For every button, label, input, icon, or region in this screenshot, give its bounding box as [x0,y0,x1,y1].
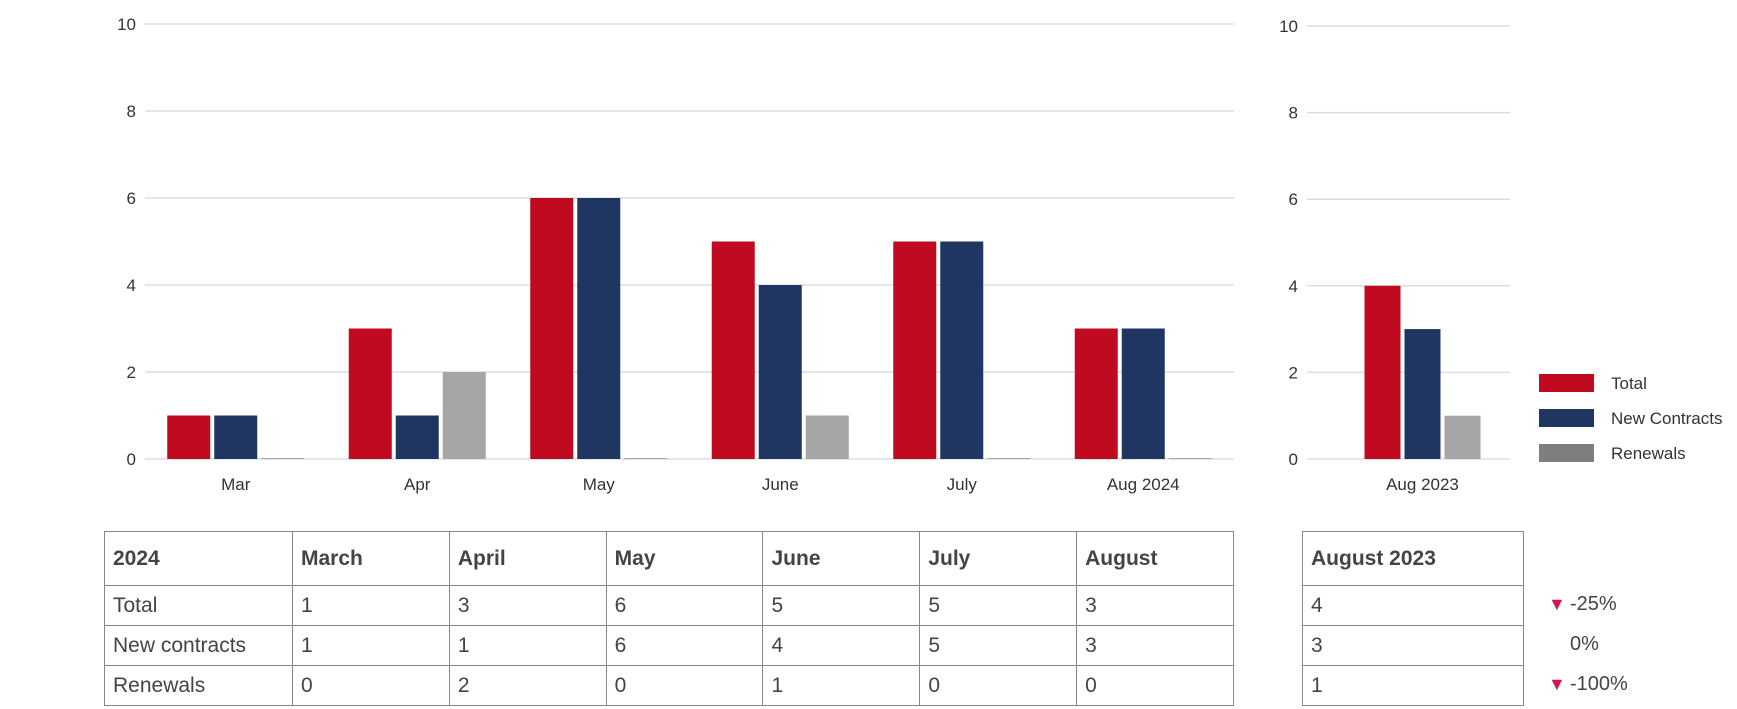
table-row: 4 [1302,585,1524,626]
table-cell: 6 [605,585,764,626]
x-tick-label: Apr [404,475,431,494]
header-july: July [919,531,1078,586]
table-cell: 3 [448,585,607,626]
table-row: 3 [1302,625,1524,666]
bar-new-contracts [940,241,984,459]
legend-label: Renewals [1611,444,1686,463]
legend-swatch [1539,409,1594,427]
table-cell: 1 [1302,665,1524,706]
change-column: ▼ -25% ▼ 0% ▼ -100% [1548,584,1728,704]
bar-new-contracts [1404,329,1441,459]
table-cell: 1 [292,585,450,626]
y-tick-label: 4 [1289,277,1298,296]
change-value: -100% [1570,672,1628,695]
table-cell: 1 [448,625,607,666]
y-tick-label: 4 [127,276,136,295]
change-item: ▼ 0% [1548,624,1728,664]
row-label: New contracts [104,625,293,666]
y-tick-label: 2 [127,363,136,382]
y-tick-label: 0 [1289,450,1298,469]
table-row: 1 [1302,665,1524,706]
header-april: April [448,531,607,586]
bar-total [1074,328,1118,459]
x-tick-label: July [947,475,978,494]
bar-new-contracts [395,415,439,459]
header-march: March [292,531,450,586]
change-value: -25% [1570,592,1617,615]
table-cell: 5 [762,585,921,626]
bar-renewals [624,458,668,459]
bar-total [348,328,392,459]
table-cell: 3 [1302,625,1524,666]
bar-charts: 0 2 4 6 8 10 Mar Apr May June July Aug 2024 0 2 4 6 8 10 A… [117,15,1722,494]
x-tick-label: May [583,475,616,494]
bar-renewals [805,415,849,459]
bar-total [893,241,937,459]
table-cell: 3 [1076,585,1234,626]
y-tick-label: 8 [1289,104,1298,123]
table-cell: 5 [919,585,1078,626]
y-tick-label: 6 [1289,190,1298,209]
x-tick-label: June [762,475,799,494]
bar-renewals [1168,458,1212,459]
y-tick-label: 6 [127,189,136,208]
bar-new-contracts [758,285,802,459]
row-label: Total [104,585,293,626]
table-header-row: 2024 March April May June July August [104,531,1234,586]
table-cell: 0 [919,665,1078,706]
down-triangle-icon: ▼ [1548,673,1566,694]
table-cell: 0 [605,665,764,706]
header-august: August [1076,531,1234,586]
table-cell: 6 [605,625,764,666]
table-cell: 0 [1076,665,1234,706]
bar-renewals [987,458,1031,459]
header-august-2023: August 2023 [1302,531,1524,586]
bar-renewals [442,372,486,459]
table-august-2023: August 2023 4 3 1 [1302,531,1524,706]
header-june: June [762,531,921,586]
table-cell: 2 [448,665,607,706]
legend-label: New Contracts [1611,409,1722,428]
change-value: 0% [1570,632,1599,655]
bar-total [167,415,211,459]
table-cell: 4 [762,625,921,666]
y-tick-label: 0 [127,450,136,469]
y-tick-label: 8 [127,102,136,121]
bar-new-contracts [1121,328,1165,459]
table-cell: 3 [1076,625,1234,666]
x-tick-label: Mar [221,475,251,494]
table-cell: 0 [292,665,450,706]
legend-swatch [1539,444,1594,462]
y-tick-label: 2 [1289,363,1298,382]
header-may: May [605,531,764,586]
table-2024: 2024 March April May June July August To… [104,531,1234,706]
header-year: 2024 [104,531,293,586]
y-tick-label: 10 [117,15,136,34]
bar-total [1364,285,1401,459]
table-row: Total 1 3 6 5 5 3 [104,585,1234,626]
change-item: ▼ -25% [1548,584,1728,624]
bar-renewals [261,458,305,459]
down-triangle-icon: ▼ [1548,593,1566,614]
legend-swatch [1539,374,1594,392]
x-tick-label: Aug 2023 [1386,475,1459,494]
bar-total [530,198,574,459]
row-label: Renewals [104,665,293,706]
bar-total [711,241,755,459]
table-header-row: August 2023 [1302,531,1524,586]
bar-renewals [1444,415,1481,459]
table-cell: 4 [1302,585,1524,626]
table-row: Renewals 0 2 0 1 0 0 [104,665,1234,706]
table-cell: 1 [762,665,921,706]
table-cell: 5 [919,625,1078,666]
x-tick-label: Aug 2024 [1107,475,1180,494]
y-tick-label: 10 [1279,17,1298,36]
table-cell: 1 [292,625,450,666]
table-row: New contracts 1 1 6 4 5 3 [104,625,1234,666]
legend-label: Total [1611,374,1647,393]
bar-new-contracts [577,198,621,459]
bar-new-contracts [214,415,258,459]
change-item: ▼ -100% [1548,664,1728,704]
